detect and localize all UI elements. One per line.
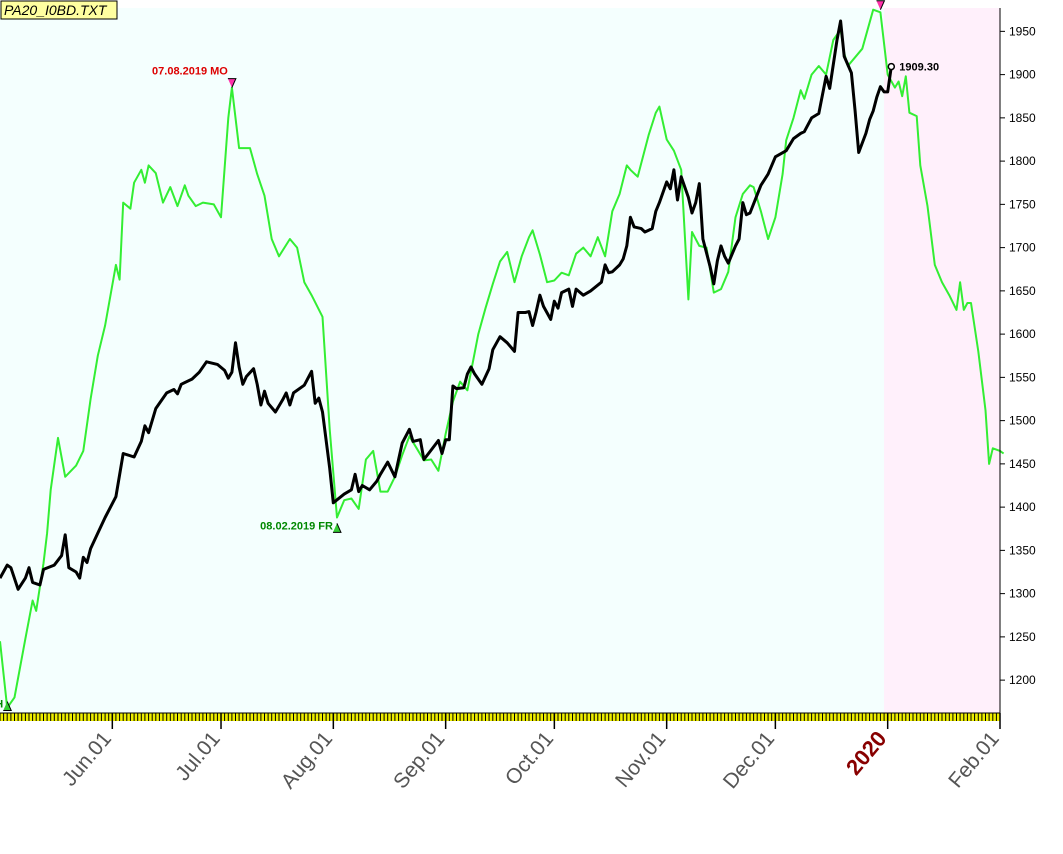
bottom-marker-label: 08.02.2019 FR	[260, 520, 333, 532]
x-year-label: 2020	[841, 726, 892, 780]
top-marker	[227, 78, 237, 88]
x-month-label: Nov.01	[611, 727, 670, 792]
y-tick-label: 1700	[1009, 241, 1036, 255]
x-month-label: Feb.01	[944, 727, 1004, 792]
bottom-marker	[3, 701, 13, 712]
series-line-green	[0, 8, 1005, 709]
last-value-label: 1909.30	[899, 62, 939, 74]
y-tick-label: 1800	[1009, 154, 1036, 168]
x-month-label: Dec.01	[719, 727, 779, 793]
y-tick-label: 1900	[1009, 68, 1036, 82]
projection-zone	[884, 8, 1000, 713]
x-axis: Jun.01 Jul.01 Aug.01 Sep.01 Oct.01 Nov.01 Dec.…	[0, 712, 1004, 793]
y-tick-label: 1300	[1009, 587, 1036, 601]
y-tick-label: 1550	[1009, 370, 1036, 384]
bottom-marker	[332, 523, 342, 533]
x-month-label: Aug.01	[277, 727, 337, 793]
x-month-label: Sep.01	[389, 727, 449, 793]
y-tick-label: 1250	[1009, 630, 1036, 644]
plot-background	[0, 8, 885, 713]
y-tick-label: 1950	[1009, 24, 1036, 38]
y-tick-label: 1450	[1009, 457, 1036, 471]
y-tick-label: 1750	[1009, 197, 1036, 211]
y-tick-label: 1650	[1009, 284, 1036, 298]
x-month-label: Jun.01	[58, 727, 116, 790]
y-tick-label: 1350	[1009, 543, 1036, 557]
y-tick-label: 1400	[1009, 500, 1036, 514]
y-tick-label: 1200	[1009, 673, 1036, 687]
top-marker-label: 07.08.2019 MO	[152, 66, 228, 78]
last-value-dot	[887, 62, 896, 71]
series-line-black	[0, 19, 893, 591]
top-marker	[876, 0, 886, 10]
y-tick-label: 1600	[1009, 327, 1036, 341]
y-tick-label: 1500	[1009, 414, 1036, 428]
file-label: PA20_I0BD.TXT	[4, 2, 108, 18]
x-month-label: Jul.01	[171, 727, 225, 785]
y-tick-group: 1200 1250 1300 1350 1400 1450 1500 1550 1600 1650…	[1000, 24, 1036, 687]
bottom-marker-label: TH	[0, 699, 3, 711]
y-tick-label: 1850	[1009, 111, 1036, 125]
series-group	[0, 8, 1005, 709]
file-label-box: PA20_I0BD.TXT	[0, 0, 118, 20]
x-month-label: Oct.01	[501, 727, 558, 789]
